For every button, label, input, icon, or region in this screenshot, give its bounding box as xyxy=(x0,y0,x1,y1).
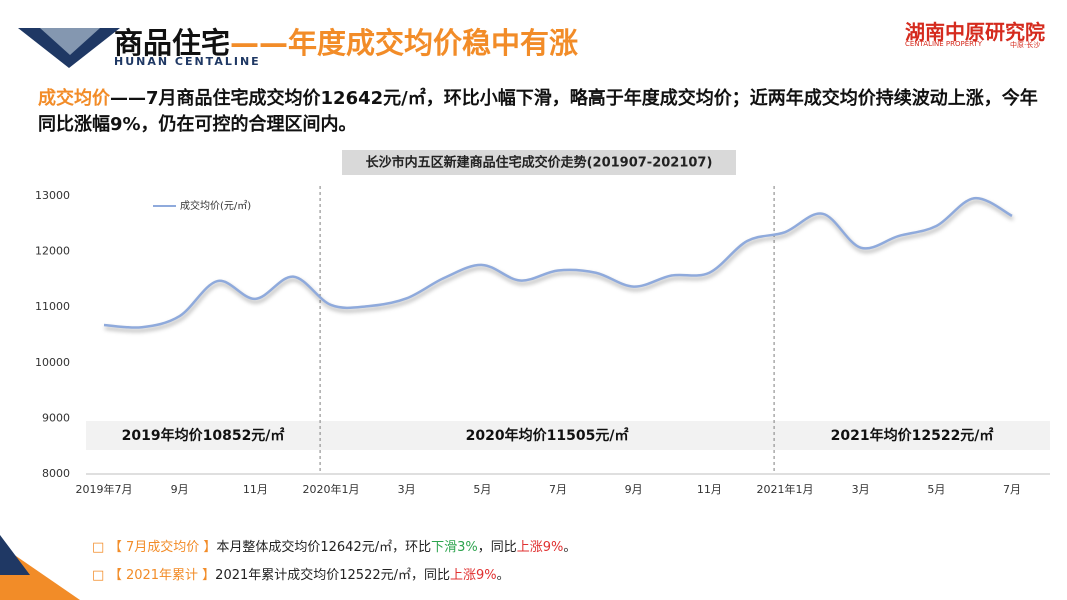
logo: 湖南中原研究院 xyxy=(905,20,1045,44)
chart-title: 长沙市内五区新建商品住宅成交价走势(201907-202107) xyxy=(366,155,713,171)
bullet: □ 【 2021年累计 】2021年累计成交均价12522元/㎡，同比上涨9%。 xyxy=(92,568,510,583)
y-tick-label: 9000 xyxy=(42,411,70,424)
x-tick-label: 11月 xyxy=(243,483,268,496)
bullet-up: 上涨9% xyxy=(516,540,564,555)
y-tick-label: 13000 xyxy=(35,189,70,202)
intro: 成交均价——7月商品住宅成交均价12642元/㎡，环比小幅下滑，略高于年度成交均… xyxy=(38,86,1038,138)
bullet-text: ，同比 xyxy=(477,540,517,555)
corner-blue xyxy=(0,535,30,575)
bullet-end: 。 xyxy=(496,568,510,583)
bullet-label: 【 7月成交均价 】 xyxy=(108,540,217,555)
title-main: 商品住宅 xyxy=(114,26,231,60)
header-title: 商品住宅——年度成交均价稳中有涨 xyxy=(114,20,578,62)
year-band xyxy=(86,421,1050,450)
x-tick-label: 9月 xyxy=(625,483,643,496)
bullet-down: 下滑3% xyxy=(431,540,478,555)
bullet-text: 2021年累计成交均价12522元/㎡，同比 xyxy=(215,568,450,583)
intro-lead: 成交均价 xyxy=(38,88,110,109)
year-average-label: 2020年均价11505元/㎡ xyxy=(466,427,629,444)
x-tick-label: 11月 xyxy=(697,483,722,496)
y-tick-label: 8000 xyxy=(42,467,70,480)
year-average-label: 2019年均价10852元/㎡ xyxy=(122,427,285,444)
x-tick-label: 3月 xyxy=(852,483,870,496)
line xyxy=(103,196,1013,329)
x-tick-label: 7月 xyxy=(549,483,567,496)
header-triangle-inner xyxy=(40,28,100,55)
y-tick-label: 11000 xyxy=(35,300,70,313)
x-tick-label: 5月 xyxy=(927,483,945,496)
title-accent: ——年度成交均价稳中有涨 xyxy=(230,26,579,60)
x-tick-label: 2020年1月 xyxy=(303,482,360,496)
legend-label: 成交均价(元/㎡) xyxy=(180,199,251,212)
corner-orange xyxy=(0,545,80,600)
y-tick-label: 10000 xyxy=(35,356,70,369)
x-tick-label: 3月 xyxy=(398,483,416,496)
header-subtitle: HUNAN CENTALINE xyxy=(114,55,261,68)
logo-en: CENTALINE PROPERTY xyxy=(905,40,983,48)
bullet-end: 。 xyxy=(563,540,577,555)
chart-title-bg xyxy=(342,150,736,175)
bullet-label: 【 2021年累计 】 xyxy=(108,568,216,583)
x-tick-label: 5月 xyxy=(473,483,491,496)
intro-text: ——7月商品住宅成交均价12642元/㎡，环比小幅下滑，略高于年度成交均价；近两… xyxy=(38,88,1038,135)
x-tick-label: 7月 xyxy=(1003,483,1021,496)
bullet-up: 上涨9% xyxy=(450,568,497,583)
x-tick-label: 2019年7月 xyxy=(76,482,133,496)
y-tick-label: 12000 xyxy=(35,245,70,258)
logo-city: 中原·长沙 xyxy=(1010,41,1041,49)
x-tick-label: 2021年1月 xyxy=(757,482,814,496)
x-tick-label: 9月 xyxy=(171,483,189,496)
bullet: □ 【 7月成交均价 】本月整体成交均价12642元/㎡，环比下滑3%，同比上涨… xyxy=(92,540,577,555)
year-average-label: 2021年均价12522元/㎡ xyxy=(831,427,994,444)
bullet-text: 本月整体成交均价12642元/㎡，环比 xyxy=(216,540,432,555)
